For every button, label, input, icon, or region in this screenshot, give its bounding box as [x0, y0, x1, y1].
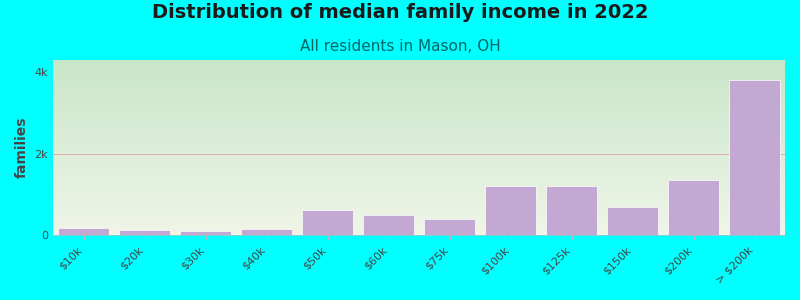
Bar [546, 187, 598, 236]
Bar [729, 80, 781, 236]
Text: All residents in Mason, OH: All residents in Mason, OH [300, 39, 500, 54]
Bar [667, 180, 719, 236]
Bar [362, 215, 414, 236]
Bar [118, 230, 170, 236]
Bar [302, 210, 354, 236]
Bar [58, 228, 110, 236]
Bar [241, 229, 293, 236]
Bar [423, 220, 475, 236]
Bar [180, 231, 231, 236]
Text: Distribution of median family income in 2022: Distribution of median family income in … [152, 3, 648, 22]
Bar [485, 187, 537, 236]
Y-axis label: families: families [15, 117, 29, 178]
Bar [606, 207, 658, 236]
